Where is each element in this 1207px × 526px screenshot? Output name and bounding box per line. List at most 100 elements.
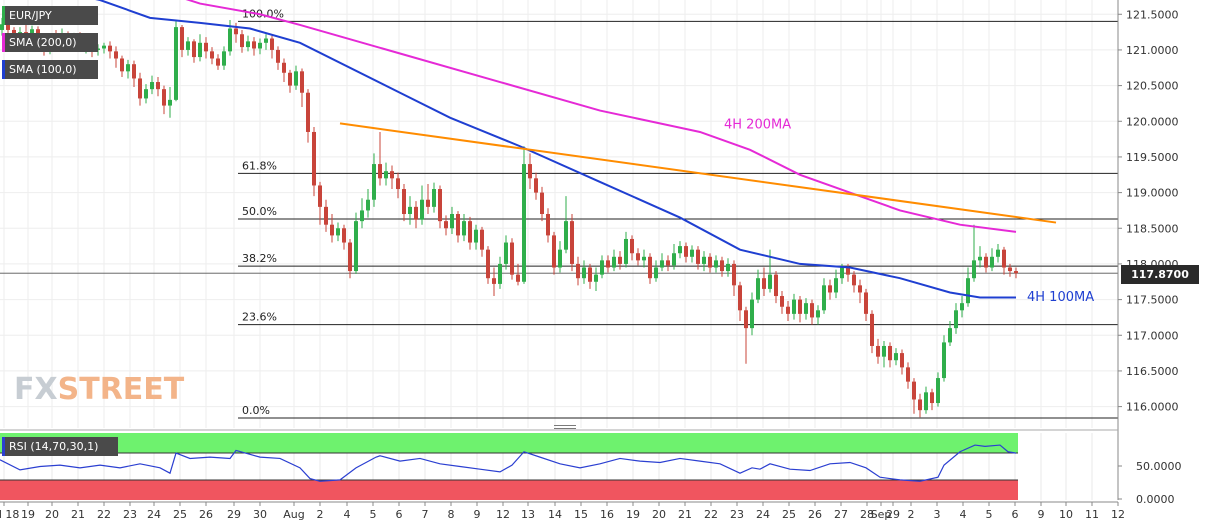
candle-body xyxy=(876,345,880,357)
sma200-badge[interactable]: SMA (200,0) xyxy=(2,33,98,52)
candle-body xyxy=(930,392,934,404)
candle-body xyxy=(588,267,592,282)
panel-resize-handle[interactable] xyxy=(554,425,576,431)
candle-body xyxy=(984,256,988,268)
logo-fx: FX xyxy=(14,372,58,407)
candle-body xyxy=(360,210,364,222)
candle-body xyxy=(132,64,136,79)
price-tick-label: 118.5000 xyxy=(1126,222,1179,235)
time-tick-label: 2 xyxy=(908,508,915,521)
rsi-overbought-zone xyxy=(0,433,1018,453)
candle-body xyxy=(594,274,598,282)
candle-body xyxy=(972,260,976,279)
candle-body xyxy=(366,199,370,211)
candle-body xyxy=(768,274,772,289)
time-tick-label: 26 xyxy=(808,508,822,521)
candle-body xyxy=(516,274,520,282)
candle-body xyxy=(582,267,586,279)
candle-body xyxy=(354,221,358,272)
candle-body xyxy=(444,221,448,229)
candle-body xyxy=(144,89,148,99)
time-tick-label: 3 xyxy=(934,508,941,521)
fib-label: 23.6% xyxy=(242,311,277,324)
candle-body xyxy=(384,171,388,179)
time-tick-label: 25 xyxy=(782,508,796,521)
candle-body xyxy=(936,378,940,404)
candle-body xyxy=(534,178,538,193)
candle-body xyxy=(378,164,382,179)
candle-body xyxy=(426,199,430,207)
candle-body xyxy=(198,42,202,58)
candle-body xyxy=(324,206,328,225)
candle-body xyxy=(564,221,568,250)
rsi-tick-label: 0.0000 xyxy=(1136,493,1175,506)
sma200-annotation: 4H 200MA xyxy=(724,117,791,132)
time-tick-label: 28 xyxy=(860,508,874,521)
candle-body xyxy=(204,42,208,52)
price-tick-label: 117.0000 xyxy=(1126,329,1179,342)
resistance-trendline xyxy=(339,122,1057,224)
time-tick-label: 5 xyxy=(370,508,377,521)
rsi-badge[interactable]: RSI (14,70,30,1) xyxy=(2,437,118,456)
candle-body xyxy=(906,367,910,382)
candle-body xyxy=(726,263,730,272)
candle-body xyxy=(342,228,346,243)
price-tick-label: 116.5000 xyxy=(1126,365,1179,378)
sma100-swatch xyxy=(2,60,5,79)
price-axis: 121.5000 121.0000 120.5000 120.0000 119.5000… xyxy=(1117,0,1179,500)
candle-body xyxy=(960,303,964,311)
candle-body xyxy=(798,299,802,314)
candle-body xyxy=(750,299,754,329)
candle-body xyxy=(114,51,118,59)
candle-body xyxy=(468,221,472,243)
sma100-badge[interactable]: SMA (100,0) xyxy=(2,60,98,79)
time-tick-label: 24 xyxy=(147,508,161,521)
candle-body xyxy=(762,278,766,289)
candle-body xyxy=(228,28,232,52)
candle-body xyxy=(210,51,214,59)
candle-body xyxy=(0,24,4,30)
candle-body xyxy=(882,345,886,357)
candle-body xyxy=(126,64,130,72)
time-tick-label: 26 xyxy=(199,508,213,521)
candle-body xyxy=(774,274,778,297)
candle-body xyxy=(624,238,628,264)
candle-body xyxy=(1014,271,1018,274)
candle-body xyxy=(306,92,310,132)
candle-body xyxy=(528,164,532,179)
time-tick-label: 7 xyxy=(422,508,429,521)
sma200-line xyxy=(185,0,1017,233)
candle-body xyxy=(660,260,664,268)
candle-body xyxy=(552,235,556,268)
logo-street: STREET xyxy=(57,372,185,407)
candle-body xyxy=(414,206,418,220)
candle-body xyxy=(348,242,352,272)
time-tick-label: 6 xyxy=(396,508,403,521)
candle-body xyxy=(924,392,928,411)
time-tick-label: 9 xyxy=(1038,508,1045,521)
candle-body xyxy=(792,299,796,314)
time-tick-label: 15 xyxy=(574,508,588,521)
candle-body xyxy=(996,249,1000,257)
time-tick-label: 25 xyxy=(173,508,187,521)
candle-body xyxy=(420,199,424,220)
instrument-badge[interactable]: EUR/JPY xyxy=(2,6,98,25)
candle-body xyxy=(816,310,820,318)
candle-body xyxy=(978,256,982,261)
candle-body xyxy=(810,303,814,318)
candle-body xyxy=(234,28,238,35)
candle-body xyxy=(390,171,394,179)
candle-body xyxy=(264,38,268,43)
candle-body xyxy=(546,214,550,236)
candle-body xyxy=(156,82,160,90)
candle-body xyxy=(288,72,292,86)
time-tick-label: 12 xyxy=(1111,508,1125,521)
time-tick-label: Jul 18 xyxy=(0,508,19,521)
candle-body xyxy=(276,49,280,63)
candle-body xyxy=(690,249,694,257)
candle-body xyxy=(312,131,316,186)
time-tick-label: Aug xyxy=(283,508,304,521)
candle-body xyxy=(558,249,562,268)
candle-body xyxy=(942,342,946,379)
